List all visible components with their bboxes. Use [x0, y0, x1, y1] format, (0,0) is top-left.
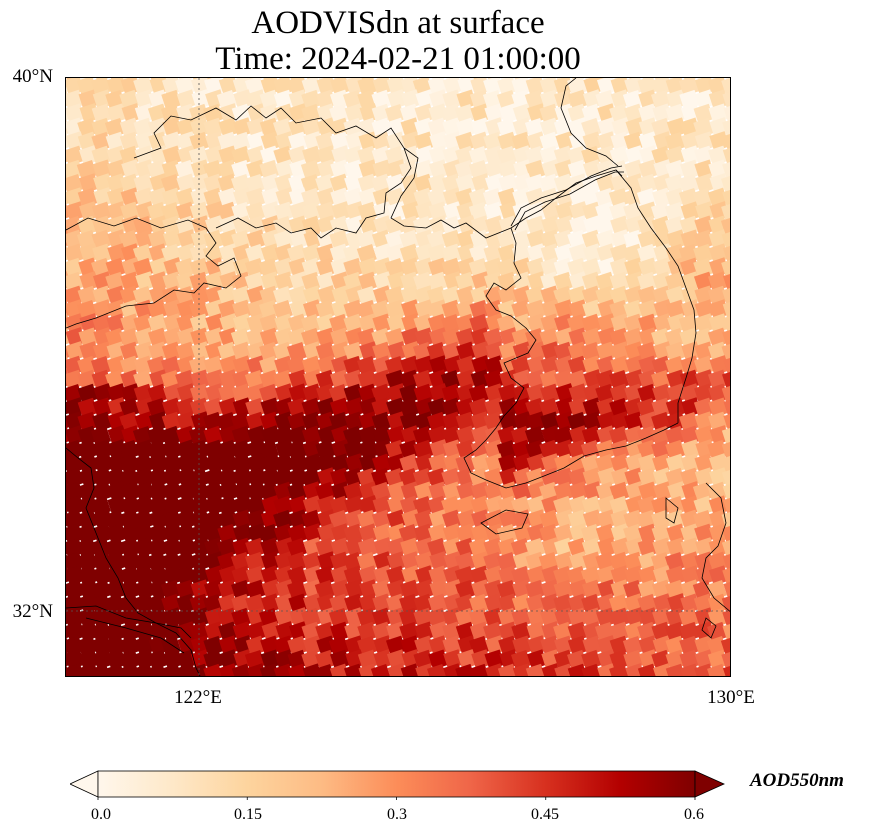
lon-label-122e: 122°E — [174, 687, 222, 708]
lon-label-130e: 130°E — [707, 687, 755, 708]
map-title-line1: AODVISdn at surface — [251, 5, 545, 41]
coastline-korea-east — [615, 169, 697, 423]
colorbar-tick-0: 0.0 — [91, 806, 111, 823]
coastline-jeju — [480, 509, 529, 535]
coastlines — [66, 78, 730, 676]
colorbar-label: AOD550nm — [750, 770, 844, 791]
colorbar-tick-4: 0.6 — [684, 806, 704, 823]
gridlines — [66, 78, 730, 676]
aod-raster — [66, 78, 730, 676]
border-line-2 — [514, 171, 624, 231]
border-line — [510, 165, 623, 227]
coastline-korea-west — [485, 227, 537, 441]
coastline-tsushima — [665, 497, 679, 524]
map-title-line2: Time: 2024-02-21 01:00:00 — [215, 41, 581, 77]
colorbar-tick-1: 0.15 — [234, 806, 262, 823]
aod-map — [66, 78, 730, 676]
colorbar-tick-2: 0.3 — [387, 806, 407, 823]
coastline-liaoning-bay — [133, 105, 412, 239]
coastline-korea-nk — [560, 78, 619, 167]
colorbar-body — [97, 770, 696, 798]
colorbar-extend-min — [70, 770, 99, 798]
colorbar-extend-max — [694, 770, 725, 798]
colorbar-tick-3: 0.45 — [531, 806, 559, 823]
colorbar — [70, 770, 725, 800]
map-panel[interactable] — [65, 77, 731, 677]
coastline-korea-south — [463, 422, 679, 489]
lat-label-32n: 32°N — [12, 601, 53, 622]
coastline-shandong — [66, 447, 201, 676]
coastline-island — [701, 617, 717, 639]
coastline-liaodong-peninsula — [390, 147, 623, 239]
coastline-yangtze — [66, 605, 192, 654]
coastline-kyushu — [701, 482, 730, 612]
lat-label-40n: 40°N — [12, 66, 53, 87]
coastline-bohai-north — [66, 217, 242, 329]
